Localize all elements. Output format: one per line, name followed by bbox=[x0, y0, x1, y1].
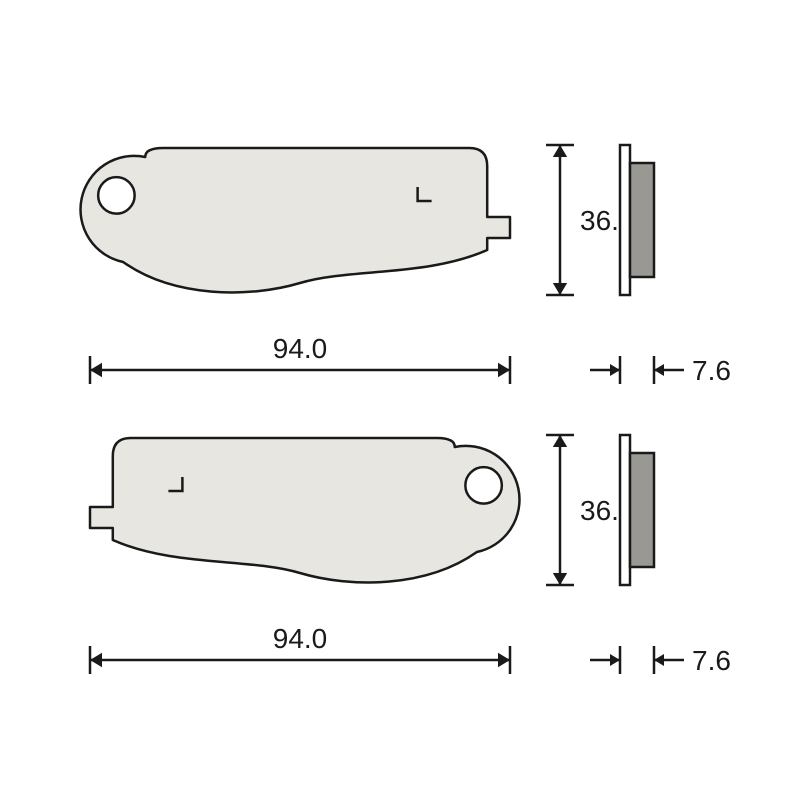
brake-pad-bottom: 94.036.27.6 bbox=[90, 435, 731, 676]
mounting-hole-icon bbox=[465, 467, 501, 503]
dimension-value: 94.0 bbox=[273, 623, 328, 654]
dimension-value: 7.6 bbox=[692, 645, 731, 676]
dimension-thickness: 7.6 bbox=[590, 645, 731, 676]
dimension-value: 7.6 bbox=[692, 355, 731, 386]
dimension-value: 94.0 bbox=[273, 333, 328, 364]
dimension-width: 94.0 bbox=[90, 333, 510, 384]
dimension-width: 94.0 bbox=[90, 623, 510, 674]
mounting-hole-icon bbox=[98, 177, 134, 213]
pad-side-view bbox=[620, 145, 654, 295]
brake-pad-dimension-diagram: 94.036.27.6 94.036.27.6 bbox=[0, 0, 800, 800]
pad-front-view bbox=[90, 438, 519, 582]
brake-pad-top: 94.036.27.6 bbox=[81, 145, 731, 386]
pad-front-view bbox=[81, 148, 510, 292]
dimension-thickness: 7.6 bbox=[590, 355, 731, 386]
pad-side-view bbox=[620, 435, 654, 585]
